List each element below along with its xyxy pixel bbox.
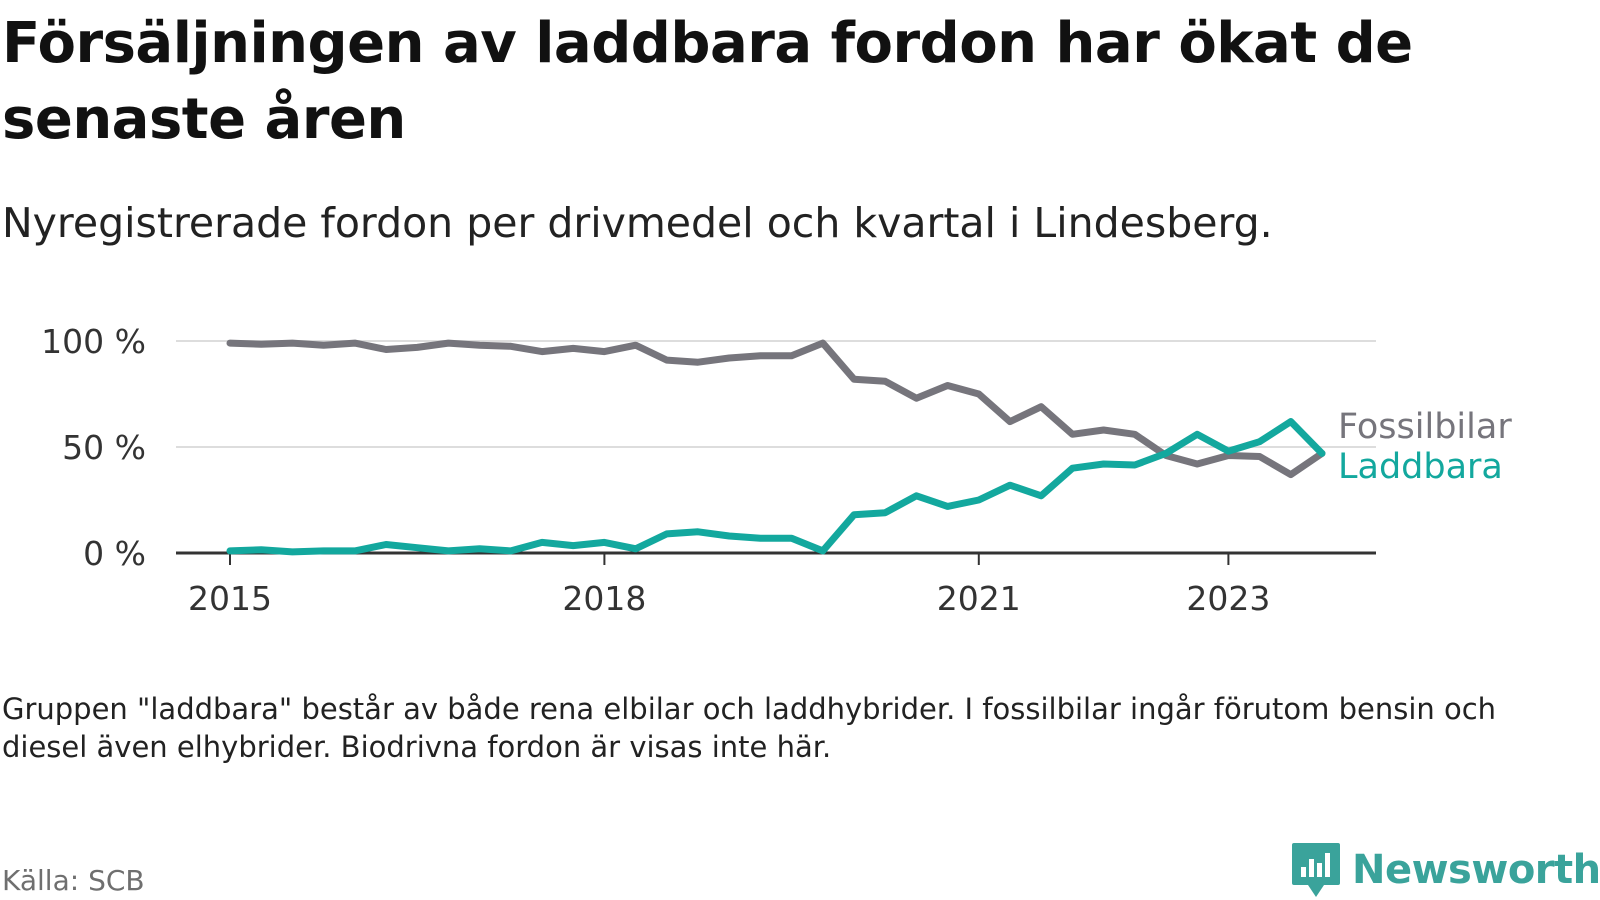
y-tick-label: 50 % — [62, 428, 146, 467]
series-line-fossilbilar — [226, 339, 1326, 479]
gridlines — [176, 340, 1376, 555]
chart-title: Försäljningen av laddbara fordon har öka… — [2, 11, 1413, 152]
series-label-fossilbilar: Fossilbilar — [1338, 407, 1512, 447]
y-tick-label: 0 % — [83, 534, 146, 573]
series-line-laddbara — [226, 418, 1326, 556]
source-text: Källa: SCB — [2, 864, 145, 897]
y-tick-label: 100 % — [41, 322, 146, 361]
x-tick-label: 2018 — [562, 579, 646, 618]
brand-name: Newsworthy — [1352, 847, 1600, 893]
brand-logo: Newsworthy — [1290, 840, 1600, 900]
y-axis-ticks: 0 % 50 % 100 % — [41, 322, 146, 573]
x-tick-label: 2021 — [937, 579, 1021, 618]
x-axis-ticks: 2015 2018 2021 2023 — [188, 553, 1270, 618]
series-lines — [226, 339, 1326, 556]
x-tick-label: 2015 — [188, 579, 272, 618]
x-tick-label: 2023 — [1186, 579, 1270, 618]
line-chart: 0 % 50 % 100 % 2015 2018 2021 2023 Fossilbila… — [41, 322, 1512, 618]
series-label-laddbara: Laddbara — [1338, 447, 1503, 487]
chart-subtitle: Nyregistrerade fordon per drivmedel och … — [2, 199, 1273, 247]
newsworthy-icon — [1292, 843, 1340, 897]
chart-note: Gruppen "laddbara" består av både rena e… — [2, 692, 1497, 764]
